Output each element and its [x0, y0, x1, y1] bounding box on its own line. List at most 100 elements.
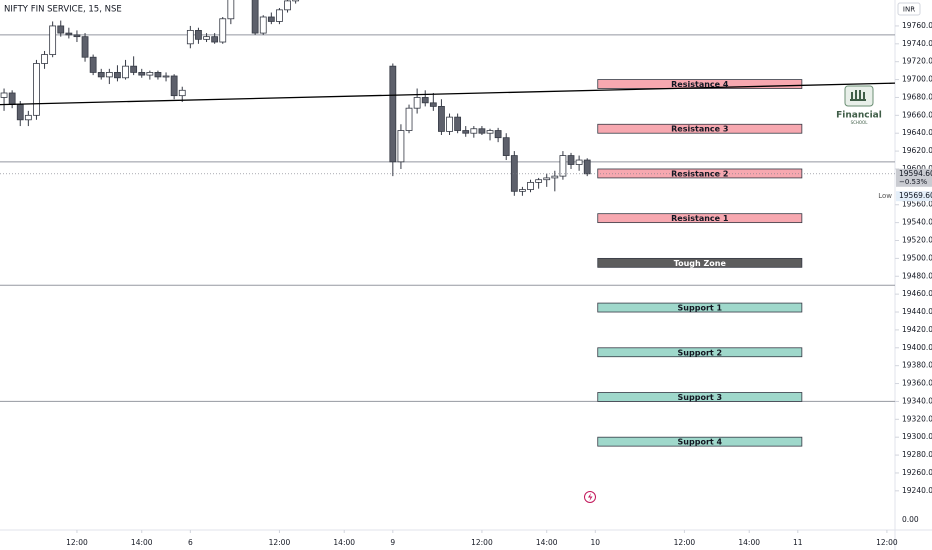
zone	[597, 168, 803, 179]
x-tick-label: 14:00	[131, 538, 153, 547]
logo-subtitle: SCHOOL	[851, 120, 869, 125]
y-tick-label: 19680.00	[902, 92, 932, 101]
candle-body	[527, 181, 534, 190]
candle-body	[276, 9, 283, 22]
x-tick-label: 14:00	[738, 538, 760, 547]
x-tick-label: 14:00	[536, 538, 558, 547]
x-tick-label: 11	[793, 538, 803, 547]
zone-label: Support 3	[678, 393, 723, 402]
zone	[597, 213, 803, 224]
trendline	[0, 82, 895, 106]
candle-body	[583, 159, 591, 175]
candle-body	[486, 130, 494, 134]
candle-body	[33, 63, 40, 116]
candle-body	[146, 72, 154, 76]
candle-body	[438, 105, 445, 132]
y-tick-label: 19540.00	[902, 218, 932, 227]
chart-title: NIFTY FIN SERVICE, 15, NSE	[4, 5, 122, 15]
y-tick-label: 19600.00	[902, 164, 932, 173]
candle-body	[292, 0, 300, 2]
y-tick-label: 19520.00	[902, 236, 932, 245]
y-tick-label: 19640.00	[902, 128, 932, 137]
candle-body	[130, 65, 138, 73]
alert-icon[interactable]	[584, 491, 596, 503]
zone	[597, 79, 803, 89]
candle-body	[405, 107, 413, 131]
y-tick-label: 19480.00	[902, 271, 932, 280]
candle-body	[122, 65, 129, 79]
candle-body	[57, 25, 65, 34]
candle-body	[138, 72, 146, 76]
alert-bolt[interactable]	[588, 493, 593, 501]
candle-body	[478, 128, 486, 134]
candle-body	[421, 97, 429, 104]
candle-body	[567, 155, 575, 165]
candle-body	[543, 177, 551, 181]
candle-body	[251, 0, 259, 34]
candle-body	[429, 102, 437, 107]
x-tick-label: 12:00	[269, 538, 291, 547]
y-tick-label: 19760.00	[902, 21, 932, 30]
y-tick-label: 19620.00	[902, 146, 932, 155]
x-tick-label: 9	[390, 538, 395, 547]
zone	[597, 392, 803, 402]
y-tick-label: 19440.00	[902, 307, 932, 316]
candle-body	[559, 155, 567, 177]
y-tick-label: 19340.00	[902, 396, 932, 405]
candle-body	[81, 36, 89, 58]
candle-body	[162, 75, 170, 78]
y-tick-label: 19500.00	[902, 253, 932, 262]
last-price-tag	[896, 168, 932, 187]
y-tick-label: 19320.00	[902, 414, 932, 423]
y-tick-label: 19380.00	[902, 361, 932, 370]
zone-label: Resistance 1	[671, 214, 729, 223]
candle-body	[0, 92, 8, 98]
x-tick-label: 6	[188, 538, 193, 547]
candle-body	[535, 179, 543, 183]
candle-body	[575, 159, 583, 165]
candle-body	[519, 189, 526, 192]
zone	[597, 436, 803, 447]
candle-body	[65, 32, 73, 36]
zone	[597, 302, 803, 313]
zone	[597, 347, 803, 358]
candle-body	[397, 130, 405, 163]
low-tag	[896, 191, 932, 202]
candle-body	[89, 56, 97, 73]
y-tick-label: 19700.00	[902, 75, 932, 84]
last-price-label: 19594.60	[899, 169, 932, 178]
y-tick-label: 19720.00	[902, 57, 932, 66]
logo: Financial SCHOOL	[836, 85, 882, 125]
logo-title: Financial	[836, 111, 882, 121]
candle-body	[154, 72, 162, 78]
candle-body	[267, 16, 275, 22]
currency: INR	[903, 6, 915, 14]
y-tick-label: 19400.00	[902, 343, 932, 352]
low-tag-label: 19569.60	[899, 191, 932, 200]
candle-body	[510, 155, 518, 192]
y-tick-label: 19560.00	[902, 200, 932, 209]
zone-label: Support 4	[678, 438, 723, 447]
currency-box	[897, 2, 921, 16]
x-tick-label: 12:00	[674, 538, 696, 547]
zone-label: Tough Zone	[674, 259, 727, 268]
low-tag-name: Low	[878, 192, 892, 200]
candle-body	[219, 18, 227, 43]
x-tick-label: 10	[591, 538, 601, 547]
y-tick-label: 19420.00	[902, 325, 932, 334]
y-axis-bottom-label: 0.00	[902, 515, 919, 524]
y-tick-label: 19460.00	[902, 289, 932, 298]
candle-body	[105, 72, 113, 78]
x-tick-label: 12:00	[876, 538, 898, 547]
x-tick-label: 12:00	[66, 538, 88, 547]
logo-fist	[850, 90, 866, 101]
candle-body	[259, 16, 267, 34]
candle-body	[16, 104, 24, 121]
candle-body	[446, 116, 453, 132]
candle-body	[8, 92, 16, 106]
candle-body	[186, 29, 194, 45]
candle-body	[211, 36, 219, 43]
y-tick-label: 19300.00	[902, 432, 932, 441]
